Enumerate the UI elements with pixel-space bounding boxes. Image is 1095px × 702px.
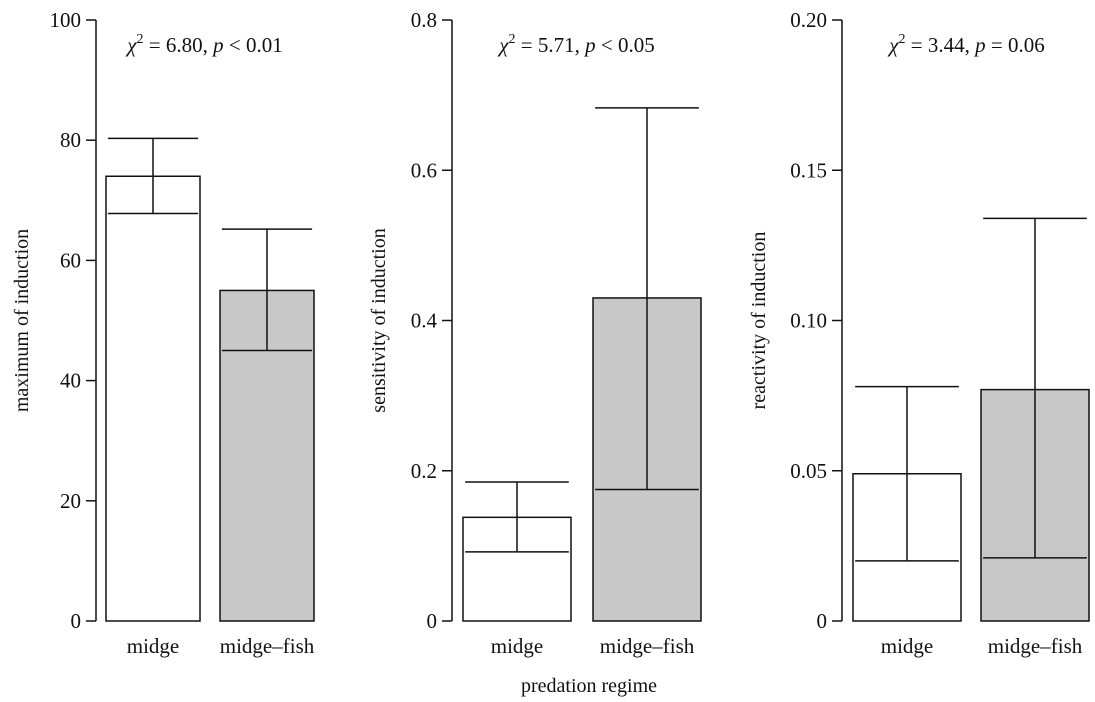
chart-panel-1: 0 20 40 60 80 100 maximum of induction midge mid… bbox=[11, 8, 315, 658]
category-label: midge–fish bbox=[988, 634, 1083, 658]
y-tick-label: 60 bbox=[60, 248, 81, 272]
y-tick-label: 20 bbox=[60, 489, 81, 513]
y-axis-label: sensitivity of induction bbox=[368, 228, 390, 412]
category-label: midge–fish bbox=[220, 634, 315, 658]
y-tick-label: 0.2 bbox=[411, 459, 437, 483]
y-tick-label: 100 bbox=[50, 8, 82, 32]
y-tick-label: 0 bbox=[427, 609, 438, 633]
y-tick-label: 40 bbox=[60, 369, 81, 393]
y-tick-label: 0 bbox=[817, 609, 828, 633]
y-tick-label: 80 bbox=[60, 128, 81, 152]
bar-midge bbox=[105, 175, 201, 622]
y-axis-label: reactivity of induction bbox=[748, 232, 770, 410]
y-tick-label: 0.6 bbox=[411, 158, 437, 182]
stat-annotation: χ2 = 5.71, p < 0.05 bbox=[497, 32, 654, 57]
chart-panel-3: 0 0.05 0.10 0.15 0.20 reactivity of induction… bbox=[748, 8, 1090, 658]
category-label: midge bbox=[127, 634, 180, 658]
stat-annotation: χ2 = 3.44, p = 0.06 bbox=[887, 32, 1044, 57]
y-tick-label: 0.8 bbox=[411, 8, 437, 32]
y-tick-label: 0.10 bbox=[790, 309, 827, 333]
x-axis-title: predation regime bbox=[521, 675, 657, 697]
stat-annotation: χ2 = 6.80, p < 0.01 bbox=[125, 32, 282, 57]
category-label: midge bbox=[881, 634, 934, 658]
y-tick-label: 0.15 bbox=[790, 158, 827, 182]
category-label: midge bbox=[491, 634, 544, 658]
y-axis-label: maximum of induction bbox=[11, 229, 33, 412]
chart-panel-2: 0 0.2 0.4 0.6 0.8 sensitivity of induction mid… bbox=[368, 8, 702, 658]
category-label: midge–fish bbox=[600, 634, 695, 658]
y-tick-label: 0.4 bbox=[411, 309, 438, 333]
y-tick-label: 0.05 bbox=[790, 459, 827, 483]
y-tick-label: 0.20 bbox=[790, 8, 827, 32]
y-tick-label: 0 bbox=[71, 609, 82, 633]
